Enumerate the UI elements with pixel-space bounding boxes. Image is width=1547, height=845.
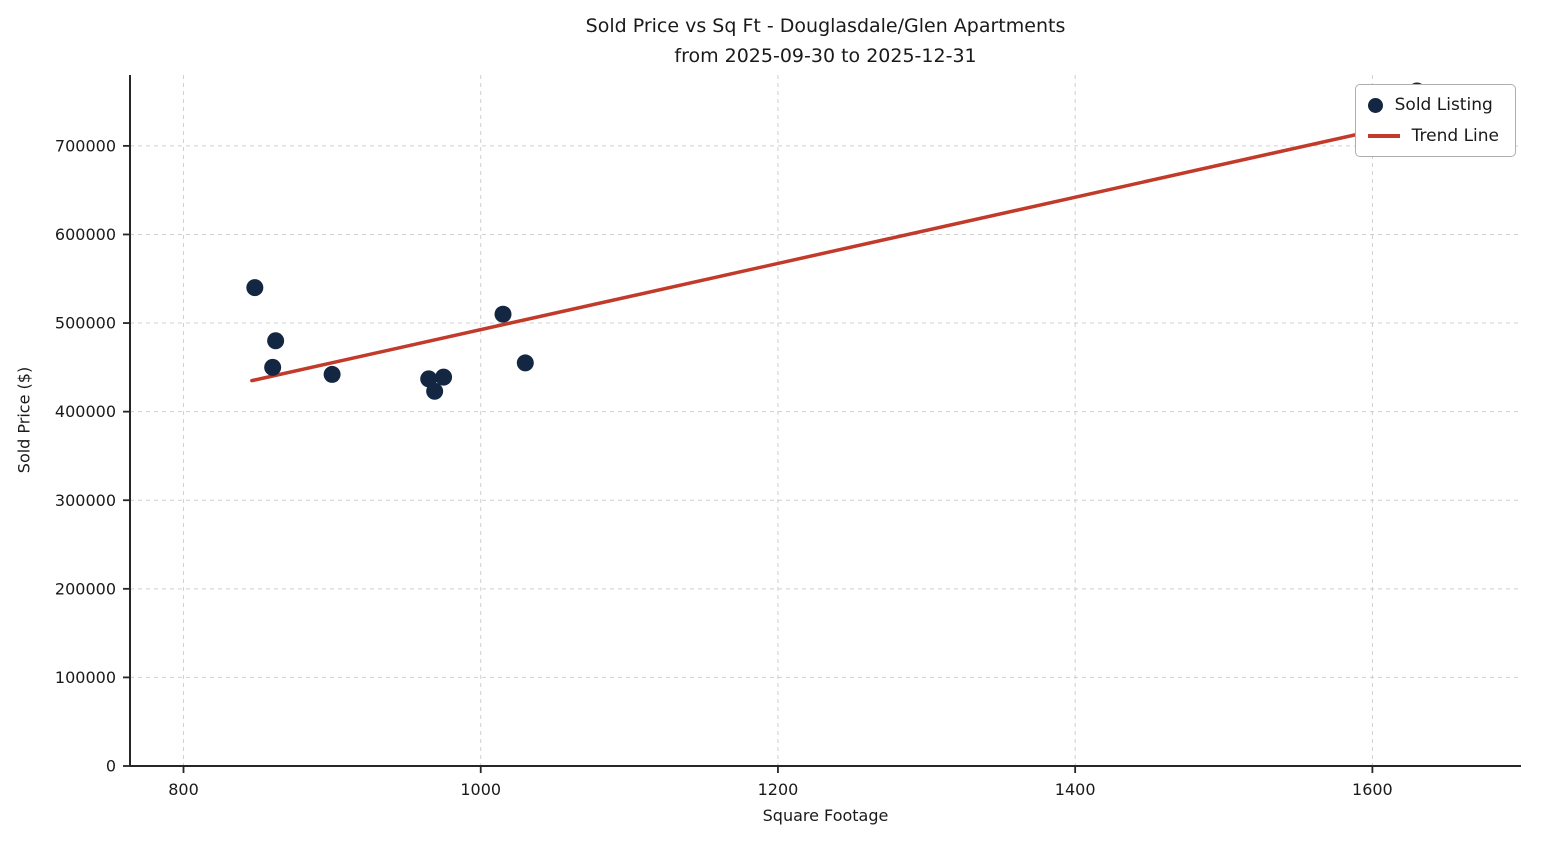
x-tick-label: 1400 (1055, 780, 1096, 799)
y-tick-label: 600000 (55, 225, 116, 244)
trend-line (250, 119, 1419, 383)
scatter-point (267, 332, 285, 350)
chart-title-block: Sold Price vs Sq Ft - Douglasdale/Glen A… (130, 11, 1521, 71)
scatter-point (426, 382, 444, 400)
x-tick-label: 800 (168, 780, 199, 799)
scatter-point (264, 358, 282, 376)
chart-title: Sold Price vs Sq Ft - Douglasdale/Glen A… (585, 15, 1066, 37)
chart-subtitle: from 2025-09-30 to 2025-12-31 (674, 45, 977, 67)
x-tick-label: 1600 (1352, 780, 1393, 799)
legend-item-trend-line: Trend Line (1367, 126, 1499, 146)
scatter-point (494, 305, 512, 323)
legend: Sold Listing Trend Line (1354, 84, 1516, 157)
scatter-point (516, 354, 534, 372)
y-tick-label: 300000 (55, 491, 116, 510)
y-tick-label: 0 (106, 757, 116, 776)
x-tick-label: 1000 (460, 780, 501, 799)
y-tick-label: 500000 (55, 314, 116, 333)
x-tick-label: 1200 (758, 780, 799, 799)
scatter-point (246, 279, 264, 297)
y-tick-label: 100000 (55, 668, 116, 687)
y-tick-label: 700000 (55, 136, 116, 155)
y-tick-label: 200000 (55, 579, 116, 598)
scatter-marker-icon (1367, 97, 1383, 113)
x-axis-label: Square Footage (762, 806, 889, 825)
legend-label-trend-line: Trend Line (1411, 126, 1499, 146)
y-axis-label: Sold Price ($) (14, 366, 34, 474)
scatter-point (435, 368, 453, 386)
legend-item-sold-listing: Sold Listing (1367, 95, 1499, 115)
y-tick-label: 400000 (55, 402, 116, 421)
scatter-point (323, 365, 341, 383)
legend-label-sold-listing: Sold Listing (1394, 95, 1493, 115)
trend-line-icon (1367, 134, 1400, 138)
